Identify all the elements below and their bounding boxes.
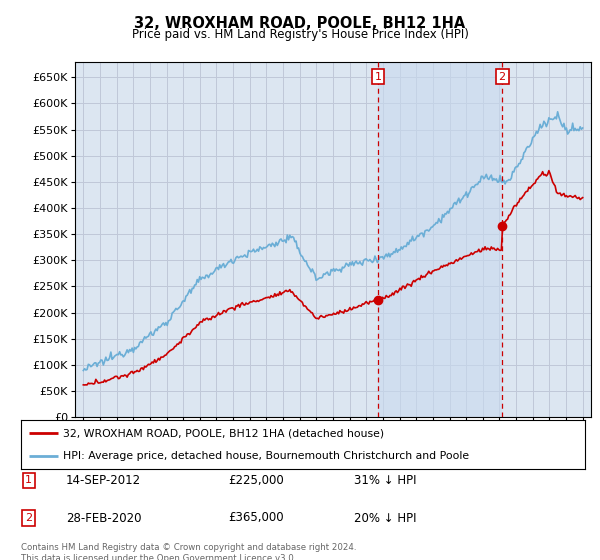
Text: 28-FEB-2020: 28-FEB-2020 xyxy=(66,511,142,525)
Text: HPI: Average price, detached house, Bournemouth Christchurch and Poole: HPI: Average price, detached house, Bour… xyxy=(64,451,469,460)
Text: 2: 2 xyxy=(25,513,32,523)
Text: 31% ↓ HPI: 31% ↓ HPI xyxy=(354,474,416,487)
Text: 2: 2 xyxy=(499,72,506,82)
Text: £365,000: £365,000 xyxy=(228,511,284,525)
Text: 14-SEP-2012: 14-SEP-2012 xyxy=(66,474,141,487)
Text: £225,000: £225,000 xyxy=(228,474,284,487)
Text: 32, WROXHAM ROAD, POOLE, BH12 1HA: 32, WROXHAM ROAD, POOLE, BH12 1HA xyxy=(134,16,466,31)
Bar xyxy=(378,62,502,417)
Text: Price paid vs. HM Land Registry's House Price Index (HPI): Price paid vs. HM Land Registry's House … xyxy=(131,28,469,41)
Text: Contains HM Land Registry data © Crown copyright and database right 2024.
This d: Contains HM Land Registry data © Crown c… xyxy=(21,543,356,560)
Text: 20% ↓ HPI: 20% ↓ HPI xyxy=(354,511,416,525)
Text: 1: 1 xyxy=(25,475,32,486)
Text: 1: 1 xyxy=(374,72,382,82)
Text: 32, WROXHAM ROAD, POOLE, BH12 1HA (detached house): 32, WROXHAM ROAD, POOLE, BH12 1HA (detac… xyxy=(64,428,385,438)
